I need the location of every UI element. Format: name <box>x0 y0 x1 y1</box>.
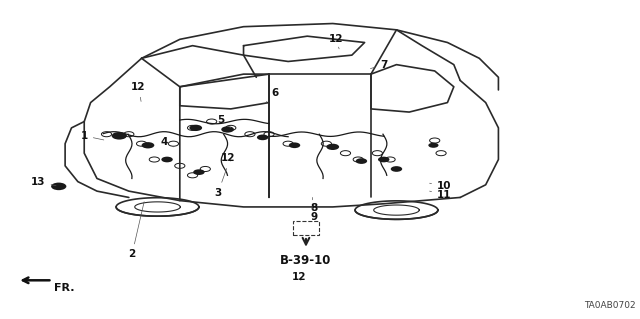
Circle shape <box>326 144 339 150</box>
Circle shape <box>356 158 367 164</box>
Text: 1: 1 <box>81 131 104 141</box>
Text: FR.: FR. <box>54 284 74 293</box>
Text: 9: 9 <box>310 208 317 222</box>
Text: 10: 10 <box>429 182 451 191</box>
Text: 2: 2 <box>129 202 144 259</box>
Text: 12: 12 <box>329 34 343 49</box>
Text: B-39-10: B-39-10 <box>280 254 332 267</box>
Text: 11: 11 <box>429 190 451 200</box>
Text: 13: 13 <box>31 177 56 187</box>
Text: 12: 12 <box>292 272 306 282</box>
Text: 12: 12 <box>131 82 146 101</box>
Text: 3: 3 <box>214 168 227 198</box>
Circle shape <box>391 166 402 172</box>
Text: 5: 5 <box>218 115 231 128</box>
Text: 7: 7 <box>371 60 387 70</box>
Circle shape <box>189 125 202 131</box>
Text: 12: 12 <box>220 153 235 163</box>
Text: TA0AB0702: TA0AB0702 <box>584 301 636 310</box>
Circle shape <box>161 157 173 162</box>
Circle shape <box>257 135 268 140</box>
Circle shape <box>51 182 67 190</box>
Circle shape <box>111 132 127 140</box>
Circle shape <box>193 169 205 175</box>
Circle shape <box>428 143 438 148</box>
Circle shape <box>221 126 234 133</box>
Circle shape <box>378 157 390 162</box>
Circle shape <box>141 142 154 148</box>
Bar <box>293 221 319 235</box>
Text: 8: 8 <box>310 197 317 212</box>
Text: 6: 6 <box>266 88 279 103</box>
Circle shape <box>289 142 300 148</box>
Text: 4: 4 <box>160 137 173 147</box>
